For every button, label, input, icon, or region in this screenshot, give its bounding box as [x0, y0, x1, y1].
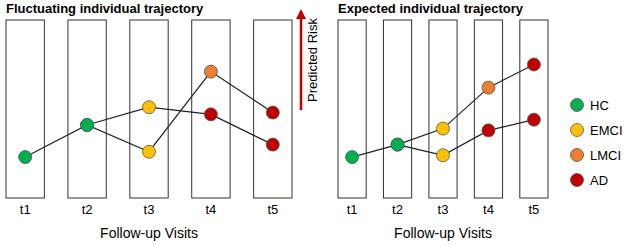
- visit-point: [19, 151, 32, 164]
- trajectory-line: [25, 72, 273, 157]
- x-tick-label: t1: [20, 202, 31, 217]
- x-tick-label: t4: [205, 202, 216, 217]
- visit-point: [482, 81, 495, 94]
- visit-point: [527, 58, 540, 71]
- visit-point: [143, 145, 156, 158]
- visit-point: [527, 113, 540, 126]
- legend-swatch: [571, 174, 584, 187]
- trajectory-line: [398, 120, 534, 156]
- visit-point: [437, 149, 450, 162]
- visit-point: [81, 119, 94, 132]
- visit-frame: [68, 20, 106, 198]
- x-axis-line: [7, 198, 293, 199]
- x-tick: t5: [528, 198, 539, 217]
- x-tick: t3: [144, 198, 155, 217]
- x-tick: t3: [438, 198, 449, 217]
- x-tick: t2: [392, 198, 403, 217]
- x-tick: t5: [267, 198, 278, 217]
- x-tick-label: t2: [82, 202, 93, 217]
- x-tick-label: t2: [392, 202, 403, 217]
- risk-arrow: [300, 14, 303, 110]
- visit-frame: [429, 20, 457, 198]
- title: Expected individual trajectory: [338, 1, 524, 16]
- marks: [346, 58, 541, 164]
- x-tick: t1: [347, 198, 358, 217]
- visit-frame: [474, 20, 502, 198]
- x-axis-line: [339, 198, 549, 199]
- panel: Expected individual trajectory t1 t2 t3 t4 t5…: [338, 1, 623, 241]
- x-tick: t1: [20, 198, 31, 217]
- x-axis: t1 t2 t3 t4 t5: [339, 198, 549, 217]
- title: Fluctuating individual trajectory: [6, 1, 204, 16]
- x-axis-title: Follow-up Visits: [394, 225, 492, 241]
- trajectory-line: [352, 65, 534, 158]
- visit-point: [266, 138, 279, 151]
- x-axis: t1 t2 t3 t4 t5: [7, 198, 293, 217]
- legend: HC EMCI LMCI AD: [571, 98, 623, 188]
- visit-point: [143, 101, 156, 114]
- y-axis-title: Predicted Risk: [305, 18, 320, 102]
- visit-frame: [520, 20, 548, 198]
- visit-frame: [254, 20, 292, 198]
- visit-point: [437, 122, 450, 135]
- visit-frames: [6, 20, 292, 198]
- visit-frame: [338, 20, 366, 198]
- visit-point: [81, 119, 94, 132]
- x-tick-label: t1: [347, 202, 358, 217]
- x-tick-label: t3: [144, 202, 155, 217]
- x-tick-label: t5: [267, 202, 278, 217]
- visit-point: [391, 138, 404, 151]
- x-tick: t4: [205, 198, 216, 217]
- x-axis-title: Follow-up Visits: [100, 225, 198, 241]
- visit-frame: [6, 20, 44, 198]
- legend-swatch: [571, 149, 584, 162]
- visit-frame: [192, 20, 230, 198]
- legend-swatch: [571, 99, 584, 112]
- visit-point: [204, 65, 217, 78]
- x-tick: t4: [483, 198, 494, 217]
- trajectory-line: [87, 107, 273, 144]
- legend-label: HC: [590, 98, 609, 113]
- visit-point: [391, 138, 404, 151]
- x-tick-label: t5: [528, 202, 539, 217]
- x-tick-label: t3: [438, 202, 449, 217]
- x-tick-label: t4: [483, 202, 494, 217]
- legend-swatch: [571, 124, 584, 137]
- legend-label: LMCI: [590, 148, 621, 163]
- visit-point: [482, 124, 495, 137]
- figure: Fluctuating individual trajectoryt1t2t3t…: [0, 0, 640, 246]
- x-tick: t2: [82, 198, 93, 217]
- legend-label: AD: [590, 173, 608, 188]
- visit-frames: [338, 20, 548, 198]
- visit-point: [346, 151, 359, 164]
- panel: Fluctuating individual trajectoryt1t2t3t…: [6, 1, 320, 241]
- legend-label: EMCI: [590, 123, 623, 138]
- marks: [19, 65, 280, 163]
- visit-point: [266, 106, 279, 119]
- visit-frame: [383, 20, 411, 198]
- visit-point: [204, 108, 217, 121]
